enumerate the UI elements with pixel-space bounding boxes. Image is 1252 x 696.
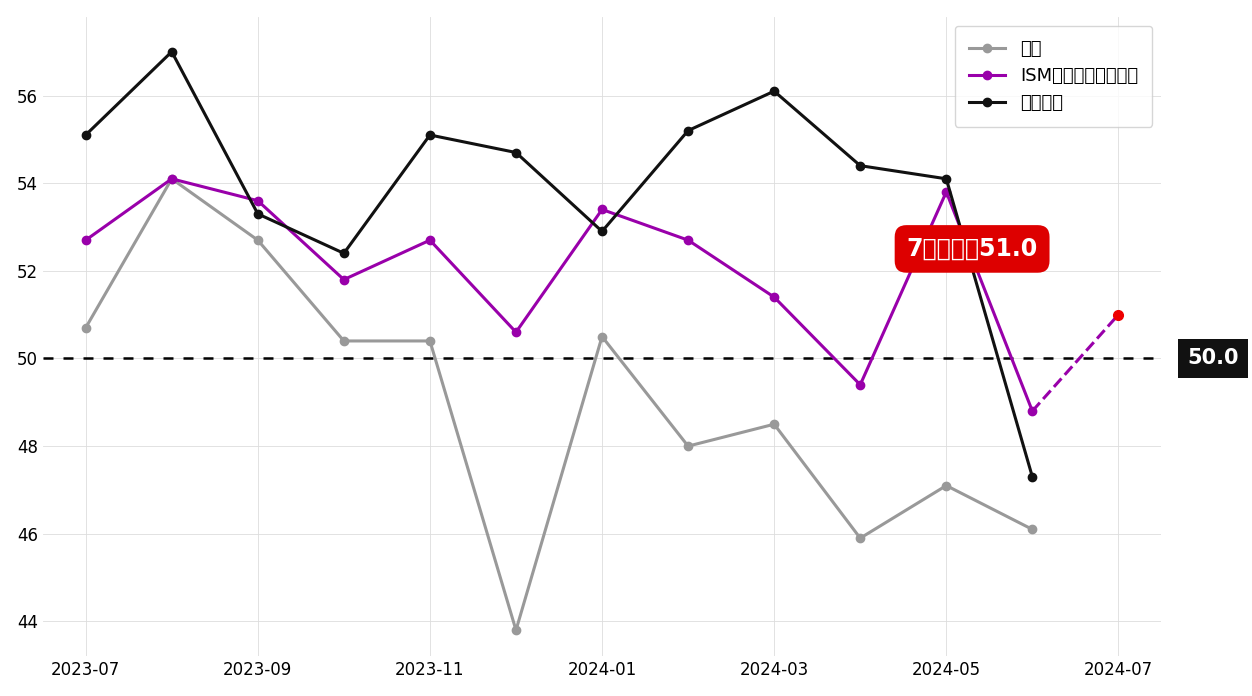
雇用: [1025, 525, 1040, 534]
新規受注: [939, 175, 954, 183]
ISM非製造業景気指数: [766, 293, 781, 301]
Line: 雇用: 雇用: [81, 175, 1037, 634]
新規受注: [766, 87, 781, 95]
新規受注: [250, 209, 265, 218]
Text: 7月予想：51.0: 7月予想：51.0: [906, 237, 1038, 261]
ISM非製造業景気指数: [250, 196, 265, 205]
ISM非製造業景気指数: [1025, 407, 1040, 416]
新規受注: [78, 131, 93, 139]
雇用: [681, 442, 696, 450]
雇用: [422, 337, 437, 345]
ISM非製造業景気指数: [164, 175, 179, 183]
ISM非製造業景気指数: [422, 236, 437, 244]
新規受注: [164, 47, 179, 56]
ISM非製造業景気指数: [508, 328, 523, 336]
雇用: [164, 175, 179, 183]
雇用: [595, 333, 610, 341]
ISM非製造業景気指数: [78, 236, 93, 244]
雇用: [78, 324, 93, 332]
雇用: [939, 482, 954, 490]
ISM非製造業景気指数: [337, 276, 352, 284]
Text: 50.0: 50.0: [1187, 349, 1238, 368]
新規受注: [337, 249, 352, 258]
新規受注: [681, 127, 696, 135]
雇用: [337, 337, 352, 345]
ISM非製造業景気指数: [939, 188, 954, 196]
雇用: [766, 420, 781, 429]
雇用: [508, 626, 523, 634]
雇用: [853, 534, 868, 542]
新規受注: [422, 131, 437, 139]
新規受注: [1025, 473, 1040, 481]
Line: 新規受注: 新規受注: [81, 47, 1037, 481]
新規受注: [595, 227, 610, 235]
Legend: 雇用, ISM非製造業景気指数, 新規受注: 雇用, ISM非製造業景気指数, 新規受注: [955, 26, 1152, 127]
ISM非製造業景気指数: [853, 381, 868, 389]
ISM非製造業景気指数: [681, 236, 696, 244]
雇用: [250, 236, 265, 244]
新規受注: [853, 161, 868, 170]
新規受注: [508, 148, 523, 157]
Line: ISM非製造業景気指数: ISM非製造業景気指数: [81, 175, 1037, 416]
ISM非製造業景気指数: [595, 205, 610, 214]
